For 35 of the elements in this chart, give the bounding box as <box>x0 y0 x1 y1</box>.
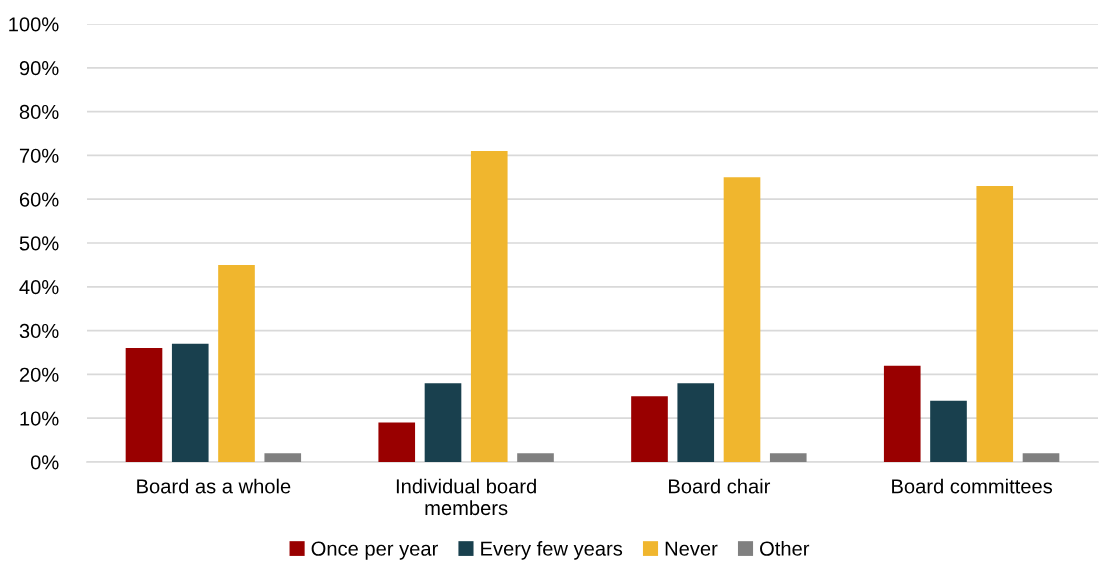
x-tick-label: Board chair <box>669 478 771 494</box>
bar <box>517 453 554 462</box>
bar <box>1022 453 1060 462</box>
bar <box>769 453 807 462</box>
bar <box>171 343 209 462</box>
bar <box>470 151 508 462</box>
y-tick-label: 0% <box>30 455 59 470</box>
bar <box>723 177 761 462</box>
x-tick-label: Individual board members <box>396 478 536 516</box>
bar <box>883 365 921 462</box>
legend-label: Once per year <box>311 541 438 560</box>
y-tick-label: 90% <box>19 61 59 76</box>
y-tick-label: 80% <box>19 104 59 120</box>
y-tick-label: 20% <box>19 367 59 382</box>
y-tick-label: 10% <box>20 411 59 426</box>
bar <box>677 383 715 462</box>
x-tick-label: Board committees <box>892 478 1053 494</box>
y-tick-label: 70% <box>19 148 59 163</box>
bar <box>424 383 462 462</box>
bar <box>264 453 302 462</box>
y-tick-label: 50% <box>19 236 59 251</box>
legend-label: Every few years <box>481 541 623 560</box>
y-tick-label: 30% <box>19 323 59 339</box>
y-tick-label: 100% <box>9 17 59 32</box>
x-tick-label: Board as a whole <box>137 478 291 494</box>
y-tick-label: 60% <box>19 192 59 207</box>
bar <box>976 186 1014 462</box>
bar <box>378 422 416 462</box>
legend-label: Never <box>665 541 718 556</box>
bar <box>125 348 163 462</box>
bar <box>631 396 668 462</box>
bar <box>218 264 255 462</box>
legend-label: Other <box>760 540 810 556</box>
bar <box>930 400 967 462</box>
y-tick-label: 40% <box>19 280 59 295</box>
